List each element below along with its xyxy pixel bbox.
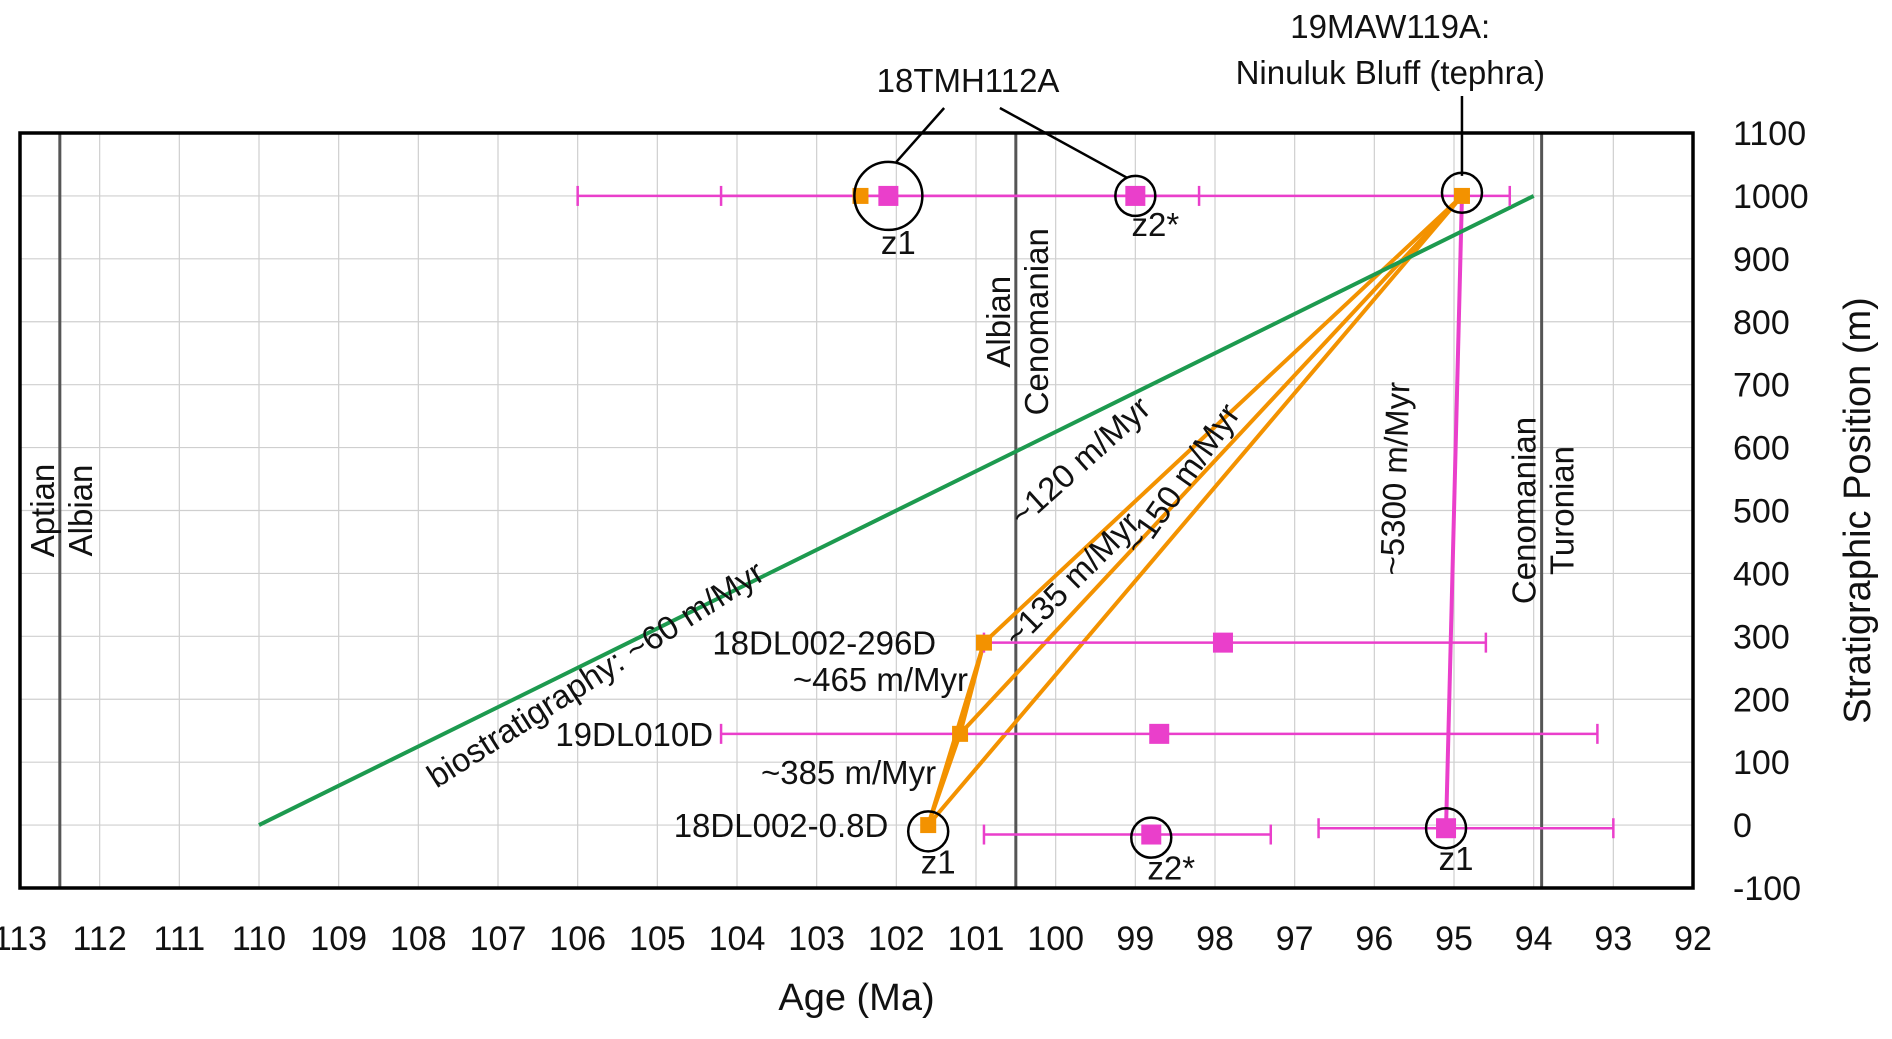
x-tick-label: 107 bbox=[470, 920, 527, 958]
stage-label-cenomanian: Cenomanian bbox=[1506, 417, 1543, 604]
magenta-point bbox=[1125, 185, 1146, 206]
orange-point bbox=[920, 817, 937, 834]
annotation-biostratigraphy-rate: biostratigraphy: ~60 m/Myr bbox=[420, 553, 770, 795]
x-tick-label: 95 bbox=[1435, 920, 1473, 958]
y-tick-label: 200 bbox=[1733, 681, 1790, 719]
x-tick-label: 96 bbox=[1355, 920, 1393, 958]
magenta-point bbox=[1212, 632, 1233, 653]
orange-point bbox=[852, 187, 869, 204]
x-tick-label: 109 bbox=[310, 920, 367, 958]
x-tick-label: 101 bbox=[948, 920, 1005, 958]
y-tick-label: 600 bbox=[1733, 430, 1790, 468]
rate-line-magenta bbox=[1444, 195, 1464, 829]
orange-point bbox=[952, 725, 969, 742]
y-axis-title: Stratigraphic Position (m) bbox=[1837, 297, 1879, 724]
x-tick-label: 106 bbox=[549, 920, 606, 958]
x-tick-label: 92 bbox=[1674, 920, 1712, 958]
annotation-rate-465: ~465 m/Myr bbox=[793, 661, 968, 698]
plot-frame bbox=[18, 131, 1695, 890]
sample-label-19maw119a: 19MAW119A: bbox=[1290, 8, 1490, 45]
y-tick-label: 1100 bbox=[1733, 115, 1806, 153]
x-tick-label: 108 bbox=[390, 920, 447, 958]
rate-line-orange bbox=[958, 194, 1464, 736]
highlight-circle bbox=[1424, 806, 1468, 850]
highlight-circle bbox=[906, 810, 950, 853]
x-tick-label: 102 bbox=[868, 920, 925, 958]
x-tick-label: 112 bbox=[73, 920, 127, 958]
highlight-circle bbox=[1130, 816, 1173, 859]
y-tick-label: 0 bbox=[1733, 807, 1752, 845]
point-label: z2* bbox=[1147, 850, 1195, 887]
sample-label-18tmh112a: 18TMH112A bbox=[877, 62, 1060, 99]
stage-label-cenomanian: Cenomanian bbox=[1018, 228, 1055, 415]
highlight-circle bbox=[853, 160, 924, 232]
leader-line bbox=[999, 106, 1128, 180]
x-axis-title: Age (Ma) bbox=[778, 977, 934, 1019]
orange-point bbox=[975, 634, 992, 651]
point-label: z1 bbox=[921, 843, 956, 880]
y-tick-label: 400 bbox=[1733, 555, 1790, 593]
x-tick-label: 111 bbox=[153, 920, 205, 958]
stage-label-albian: Albian bbox=[980, 276, 1017, 368]
point-label: z2* bbox=[1131, 206, 1179, 243]
stage-label-aptian: Aptian bbox=[24, 464, 61, 558]
highlight-circle bbox=[1114, 174, 1157, 218]
sample-label-18dl002-08d: 18DL002-0.8D bbox=[674, 807, 889, 844]
x-tick-label: 97 bbox=[1276, 920, 1314, 958]
x-tick-label: 110 bbox=[232, 920, 286, 958]
annotation-rate-135: ~135 m/Myr bbox=[996, 504, 1146, 654]
x-tick-label: 100 bbox=[1027, 920, 1084, 958]
sample-label-19dl010d: 19DL010D bbox=[555, 716, 713, 753]
y-tick-label: 500 bbox=[1733, 493, 1790, 531]
y-tick-label: 100 bbox=[1733, 744, 1790, 782]
y-tick-label: -100 bbox=[1733, 870, 1801, 908]
point-label: z1 bbox=[1439, 840, 1474, 877]
annotation-rate-385: ~385 m/Myr bbox=[761, 754, 936, 791]
y-tick-label: 1000 bbox=[1733, 178, 1809, 216]
x-tick-label: 93 bbox=[1594, 920, 1632, 958]
magenta-point bbox=[1149, 723, 1170, 744]
magenta-point bbox=[1436, 818, 1457, 839]
y-tick-label: 800 bbox=[1733, 304, 1790, 342]
magenta-point bbox=[878, 185, 899, 206]
rate-line-green bbox=[258, 194, 1535, 827]
annotation-rate-5300: ~5300 m/Myr bbox=[1373, 381, 1417, 576]
x-tick-label: 103 bbox=[788, 920, 845, 958]
x-tick-label: 94 bbox=[1515, 920, 1553, 958]
sample-label-18dl002-296d: 18DL002-296D bbox=[712, 625, 936, 662]
x-tick-label: 104 bbox=[709, 920, 766, 958]
x-tick-label: 105 bbox=[629, 920, 686, 958]
orange-point bbox=[1453, 187, 1470, 204]
x-tick-label: 99 bbox=[1116, 920, 1154, 958]
magenta-point bbox=[1141, 824, 1162, 845]
point-label: z1 bbox=[881, 224, 916, 261]
x-tick-label: 98 bbox=[1196, 920, 1234, 958]
y-tick-label: 900 bbox=[1733, 241, 1790, 279]
leader-line bbox=[895, 107, 946, 163]
y-tick-label: 700 bbox=[1733, 367, 1790, 405]
y-tick-label: 300 bbox=[1733, 618, 1790, 656]
stage-label-albian: Albian bbox=[62, 465, 99, 557]
sample-label-ninuluk-bluff: Ninuluk Bluff (tephra) bbox=[1236, 54, 1545, 91]
rate-line-orange bbox=[926, 194, 1464, 827]
stage-label-turonian: Turonian bbox=[1544, 446, 1581, 575]
x-tick-label: 113 bbox=[0, 920, 47, 958]
